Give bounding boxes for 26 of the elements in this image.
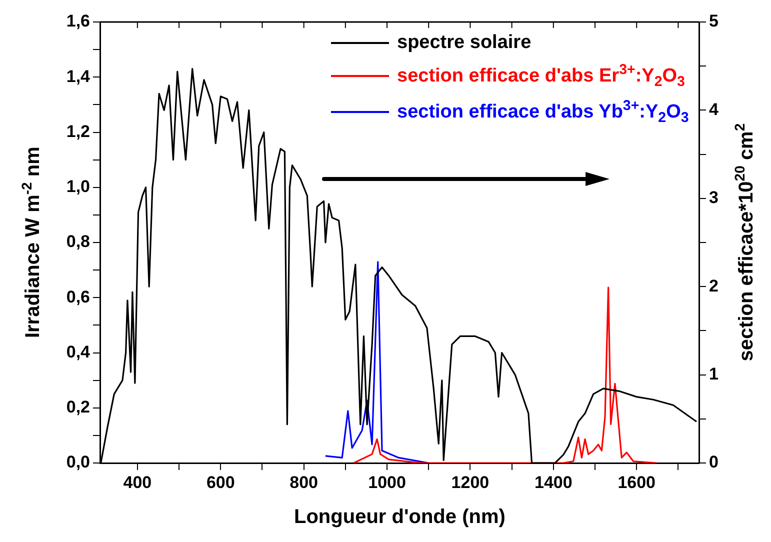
x-axis-title: Longueur d'onde (nm) [294, 506, 506, 529]
y2-tick-label: 4 [709, 100, 719, 119]
x-tick-label: 1200 [451, 472, 490, 492]
y2-tick-label: 5 [709, 12, 718, 31]
x-tick-label: 400 [123, 472, 152, 492]
y-tick-label: 0,8 [66, 232, 90, 252]
x-tick-label: 800 [290, 472, 318, 492]
y2-tick-label: 0 [709, 452, 718, 472]
x-tick-label: 1600 [618, 472, 656, 492]
legend-label: spectre solaire [397, 32, 532, 54]
y2-tick-label: 2 [709, 276, 718, 296]
y2-tick-label: 3 [709, 188, 718, 208]
y2-tick-label: 1 [709, 364, 718, 384]
y-tick-label: 0,4 [66, 342, 91, 362]
y-tick-label: 1,0 [66, 177, 90, 196]
y-tick-label: 0,2 [66, 398, 90, 417]
y-tick-label: 0,0 [66, 452, 90, 472]
y-tick-label: 1,6 [66, 12, 90, 31]
x-tick-label: 600 [206, 472, 235, 492]
legend-label: section efficace d'abs Er$^{3+}$:Y$_{2}$O$_{3}$ [397, 62, 685, 90]
y-tick-label: 1,4 [66, 66, 91, 86]
y-tick-label: 0,6 [66, 287, 90, 306]
legend-label: section efficace d'abs Yb$^{3+}$:Y$_{2}$O$_{3}$ [397, 98, 689, 126]
y-tick-label: 1,2 [66, 122, 90, 141]
x-tick-label: 1000 [368, 472, 406, 492]
x-tick-label: 1400 [534, 472, 572, 492]
